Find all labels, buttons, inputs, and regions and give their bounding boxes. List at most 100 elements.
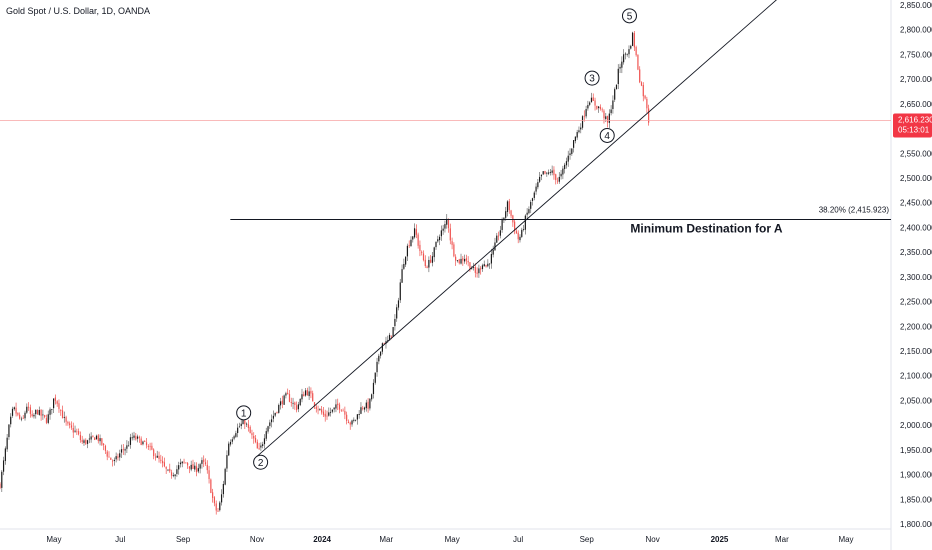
candle-body [90,436,92,440]
wave-marker[interactable] [584,70,600,86]
x-tick-label: Jul [115,535,125,544]
candle-body [267,426,269,432]
candle-body [380,351,382,356]
candle-body [51,408,53,410]
candle-body [419,244,421,251]
candle-body [13,407,15,410]
candle-body [151,445,153,450]
candle-body [6,437,8,450]
candle-body [555,174,557,181]
candle-body [338,404,341,410]
candle-body [88,438,90,440]
candle-body [78,431,80,435]
wave-marker[interactable] [253,454,269,470]
candle-body [258,448,260,449]
candle-body [215,503,217,511]
candle-body [430,259,432,263]
candle-body [178,465,180,470]
candle-body [530,201,532,209]
candle-body [156,455,158,458]
candle-body [433,247,435,258]
x-tick-label: Nov [250,535,264,544]
candle-body [113,459,115,461]
candle-body [438,236,441,241]
candle-body [242,419,244,425]
candle-body [403,263,405,269]
candle-body [94,437,96,441]
candle-body [179,462,182,465]
candle-body [299,398,301,406]
candle-body [640,82,643,86]
candle-body [142,441,144,445]
candle-body [549,172,551,173]
candle-body [485,264,487,267]
candle-body [335,404,337,409]
candle-body [97,435,99,442]
candle-body [628,49,630,55]
candle-body [492,249,494,255]
candle-body [110,457,112,460]
candle-body [562,168,564,175]
candle-body [170,472,173,476]
y-tick-label: 2,500.000 [900,174,932,183]
candle-body [129,437,132,445]
candle-body [103,443,105,446]
candle-body [412,236,414,240]
candle-body [381,343,383,352]
candle-body [20,418,23,420]
candle-body [192,464,194,469]
trendline[interactable] [256,0,777,457]
candle-body [598,106,600,109]
candle-body [596,105,598,109]
candle-body [53,398,55,409]
candle-body [519,236,521,241]
y-tick-label: 1,850.000 [900,495,932,504]
candle-body [585,109,587,117]
candle-body [167,469,169,471]
candle-body [253,435,255,439]
candle-body [463,259,466,262]
candle-body [265,431,267,439]
candle-body [369,398,371,409]
candle-body [254,438,257,443]
candle-body [276,412,278,414]
candle-body [349,422,351,425]
candle-body [480,268,482,270]
candle-body [578,130,580,133]
candle-body [220,494,223,503]
candle-body [74,430,76,432]
candle-body [421,251,423,253]
y-tick-label: 2,050.000 [900,396,932,405]
y-tick-label: 1,900.000 [900,471,932,480]
candle-body [229,441,232,445]
candle-body [544,170,546,174]
candle-body [92,435,94,437]
candle-body [99,438,101,442]
candle-body [637,54,639,70]
candle-body [388,334,391,341]
candle-body [630,45,632,49]
y-tick-label: 2,250.000 [900,298,932,307]
candle-body [340,409,342,411]
candle-body [331,409,333,412]
candle-body [197,468,199,472]
candle-body [505,211,507,218]
y-tick-label: 2,800.000 [900,26,932,35]
candle-body [546,172,548,174]
candle-body [594,100,596,106]
candle-body [288,394,291,402]
candle-body [54,397,56,401]
x-tick-label: 2024 [313,535,331,544]
candle-body [535,186,537,192]
candle-body [489,263,491,265]
candle-body [615,84,618,90]
candle-body [187,463,189,466]
wave-marker[interactable] [236,405,252,421]
candle-body [312,393,314,402]
candle-body [487,263,489,267]
wave-marker[interactable] [621,8,637,24]
candle-body [35,409,37,415]
wave-marker[interactable] [599,127,615,143]
